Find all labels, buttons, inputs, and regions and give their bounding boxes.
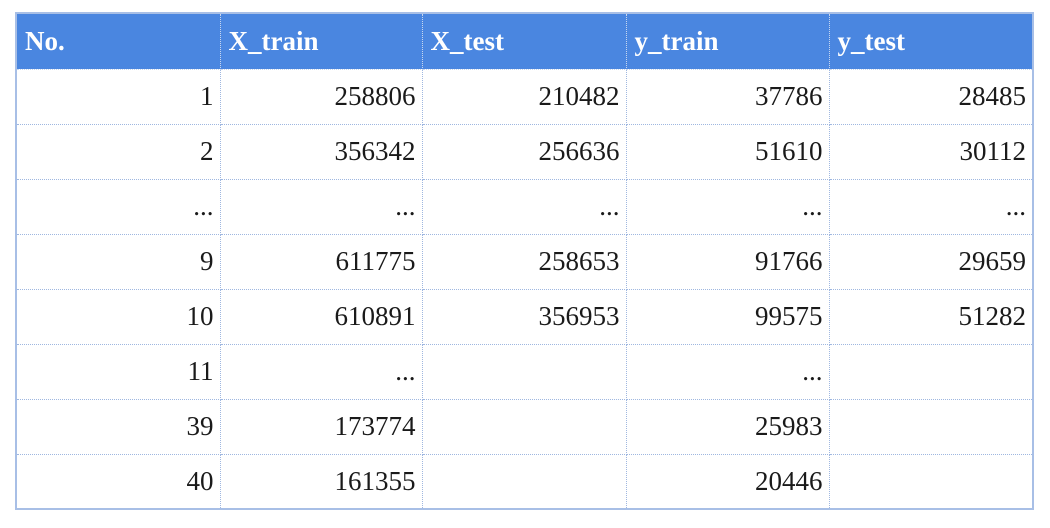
header-y-train: y_train [626, 13, 829, 69]
table-row: 40 161355 20446 [16, 454, 1033, 509]
cell-no: 39 [16, 399, 220, 454]
cell-no: 2 [16, 124, 220, 179]
cell-x-train: 356342 [220, 124, 422, 179]
table-row: 1 258806 210482 37786 28485 [16, 69, 1033, 124]
header-y-test: y_test [829, 13, 1033, 69]
cell-x-test: ... [422, 179, 626, 234]
cell-y-train: 51610 [626, 124, 829, 179]
cell-y-test: 30112 [829, 124, 1033, 179]
cell-no: 10 [16, 289, 220, 344]
cell-y-test: 28485 [829, 69, 1033, 124]
cell-x-train: 610891 [220, 289, 422, 344]
cell-x-train: 173774 [220, 399, 422, 454]
header-x-train: X_train [220, 13, 422, 69]
table-row: 11...... [16, 344, 1033, 399]
cell-y-train: 37786 [626, 69, 829, 124]
table-row: 9 611775 258653 91766 29659 [16, 234, 1033, 289]
cell-x-test: 256636 [422, 124, 626, 179]
cell-x-train: 161355 [220, 454, 422, 509]
data-table-container: No. X_train X_test y_train y_test 1 25880… [15, 12, 1032, 510]
cell-no: 40 [16, 454, 220, 509]
cell-x-train: 611775 [220, 234, 422, 289]
table-row: 10 610891 356953 99575 51282 [16, 289, 1033, 344]
cell-y-train: ... [626, 179, 829, 234]
cell-x-train: ... [220, 179, 422, 234]
cell-x-test: 356953 [422, 289, 626, 344]
header-x-test: X_test [422, 13, 626, 69]
cell-y-test [829, 454, 1033, 509]
cell-no: 1 [16, 69, 220, 124]
cell-y-train: ... [626, 344, 829, 399]
cell-x-train: 258806 [220, 69, 422, 124]
cell-x-test [422, 399, 626, 454]
cell-y-test [829, 399, 1033, 454]
cell-y-train: 25983 [626, 399, 829, 454]
cell-no: ... [16, 179, 220, 234]
cell-y-test: 51282 [829, 289, 1033, 344]
cell-x-train: ... [220, 344, 422, 399]
cell-y-test: 29659 [829, 234, 1033, 289]
table-header: No. X_train X_test y_train y_test [16, 13, 1033, 69]
data-table: No. X_train X_test y_train y_test 1 25880… [15, 12, 1034, 510]
table-row: ............... [16, 179, 1033, 234]
table-row: 2 356342 256636 51610 30112 [16, 124, 1033, 179]
cell-no: 11 [16, 344, 220, 399]
cell-y-train: 20446 [626, 454, 829, 509]
cell-y-test: ... [829, 179, 1033, 234]
table-body: 1 258806 210482 37786 28485 2 356342 256636 5161… [16, 69, 1033, 509]
cell-no: 9 [16, 234, 220, 289]
cell-y-test [829, 344, 1033, 399]
header-row: No. X_train X_test y_train y_test [16, 13, 1033, 69]
table-row: 39 173774 25983 [16, 399, 1033, 454]
cell-y-train: 91766 [626, 234, 829, 289]
header-no: No. [16, 13, 220, 69]
cell-y-train: 99575 [626, 289, 829, 344]
cell-x-test: 210482 [422, 69, 626, 124]
cell-x-test [422, 344, 626, 399]
cell-x-test: 258653 [422, 234, 626, 289]
cell-x-test [422, 454, 626, 509]
